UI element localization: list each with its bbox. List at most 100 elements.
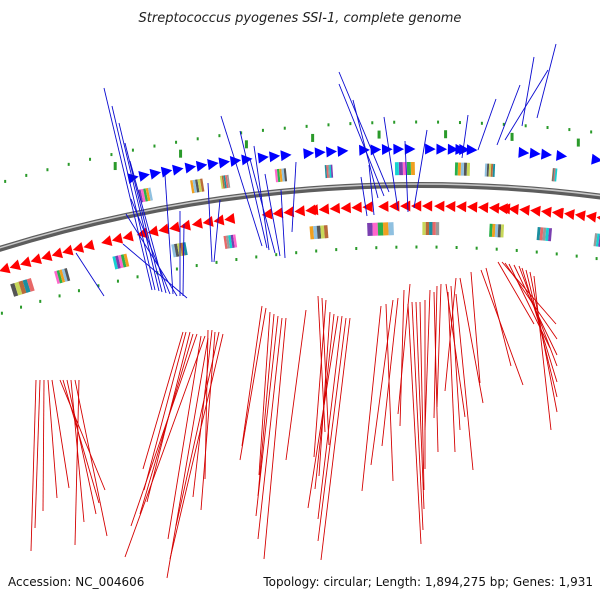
spacer-dot xyxy=(196,137,199,141)
reverse-gene-arrow xyxy=(62,244,74,256)
label-leader-line xyxy=(450,285,461,431)
gene-function-block xyxy=(595,233,600,247)
gene-function-block xyxy=(10,283,19,297)
reverse-gene-arrow xyxy=(400,200,411,212)
gene-function-block xyxy=(120,254,127,268)
spacer-dot xyxy=(495,247,498,251)
label-leader-line xyxy=(167,335,202,540)
reverse-gene-arrow xyxy=(51,247,63,259)
reverse-gene-arrow xyxy=(83,239,95,251)
gene-function-block xyxy=(281,168,285,182)
spacer-dot xyxy=(46,168,49,172)
gene-function-block xyxy=(228,235,233,249)
spacer-dot xyxy=(375,246,378,250)
gene-function-block xyxy=(274,169,279,183)
gene-function-block xyxy=(225,175,229,189)
label-leader-line xyxy=(419,301,425,491)
label-leader-line xyxy=(318,311,331,477)
reverse-gene-arrow xyxy=(101,235,113,247)
label-leader-line xyxy=(508,263,551,349)
forward-gene-arrow xyxy=(436,143,448,155)
reverse-gene-arrow xyxy=(283,206,295,218)
label-leader-line xyxy=(220,115,263,247)
gene-function-block xyxy=(489,223,493,237)
gene-function-block xyxy=(230,234,235,248)
reverse-gene-arrow xyxy=(191,217,203,229)
forward-gene-arrow xyxy=(591,153,600,165)
label-leader-line xyxy=(207,182,213,263)
forward-gene-arrow xyxy=(314,147,326,159)
gene-function-block xyxy=(542,227,547,241)
forward-gene-arrow xyxy=(326,146,337,158)
gene-function-block xyxy=(466,162,471,176)
gene-function-block xyxy=(223,175,227,189)
label-leader-line xyxy=(258,311,271,476)
label-leader-line xyxy=(480,269,524,386)
spacer-dots xyxy=(0,120,598,315)
label-leader-line xyxy=(291,161,297,233)
label-leader-line xyxy=(521,56,535,127)
gene-function-block xyxy=(313,225,318,240)
label-leader-line xyxy=(47,379,58,499)
spacer-dot xyxy=(131,148,134,152)
spacer-dot xyxy=(535,250,538,254)
label-leader-line xyxy=(239,307,267,461)
label-leader-line xyxy=(370,299,394,466)
reverse-gene-arrow xyxy=(272,207,284,219)
label-leader-line xyxy=(241,305,263,447)
label-leader-line xyxy=(536,43,557,119)
label-leader-line xyxy=(182,223,185,297)
gene-function-block xyxy=(145,187,151,202)
forward-gene-arrow xyxy=(337,145,349,157)
label-leader-line xyxy=(59,379,106,491)
reverse-gene-arrow xyxy=(72,242,85,253)
gene-function-block xyxy=(115,255,121,269)
backbone-arc xyxy=(0,182,600,252)
label-leader-line xyxy=(249,158,276,254)
spacer-dot xyxy=(349,122,352,126)
label-leader-line xyxy=(263,317,287,560)
label-leader-line xyxy=(411,301,424,531)
gene-function-block xyxy=(406,161,411,176)
reverse-gene-arrow xyxy=(530,205,541,217)
spacer-dot xyxy=(437,120,440,124)
label-leader-line xyxy=(166,337,209,579)
label-leader-line xyxy=(415,301,425,510)
reverse-gene-arrow xyxy=(294,205,306,217)
spacer-dot xyxy=(283,126,286,130)
label-leader-line xyxy=(383,116,399,211)
label-leader-line xyxy=(433,291,439,453)
gene-function-block xyxy=(309,226,315,240)
gene-function-block xyxy=(26,278,35,292)
kbp-tick xyxy=(113,162,117,171)
forward-gene-arrow xyxy=(393,143,405,155)
forward-gene-arrow xyxy=(172,164,184,176)
forward-gene-arrow xyxy=(257,152,269,164)
reverse-gene-arrow xyxy=(362,201,373,213)
label-leader-line xyxy=(307,315,339,509)
spacer-dot xyxy=(39,299,42,303)
label-leader-line xyxy=(338,83,385,197)
gene-function-block xyxy=(279,168,283,182)
gene-function-block xyxy=(54,270,61,285)
spacer-dot xyxy=(555,252,558,256)
gene-function-block xyxy=(174,243,180,257)
gene-function-block xyxy=(598,233,600,247)
gene-function-block xyxy=(143,188,149,202)
gene-function-block xyxy=(377,222,384,236)
kbp-markers xyxy=(113,130,580,171)
reverse-gene-arrow xyxy=(261,208,273,220)
reverse-gene-arrow xyxy=(30,253,42,264)
forward-gene-arrow xyxy=(556,149,568,161)
spacer-dot xyxy=(371,121,374,125)
gene-function-block xyxy=(593,233,598,247)
label-leader-line xyxy=(504,69,549,141)
kbp-tick xyxy=(377,130,381,139)
reverse-gene-arrow xyxy=(477,202,489,214)
spacer-dot xyxy=(568,128,571,132)
reverse-gene-arrow xyxy=(445,200,456,212)
label-leader-line xyxy=(321,297,330,446)
gene-function-block xyxy=(484,163,488,177)
